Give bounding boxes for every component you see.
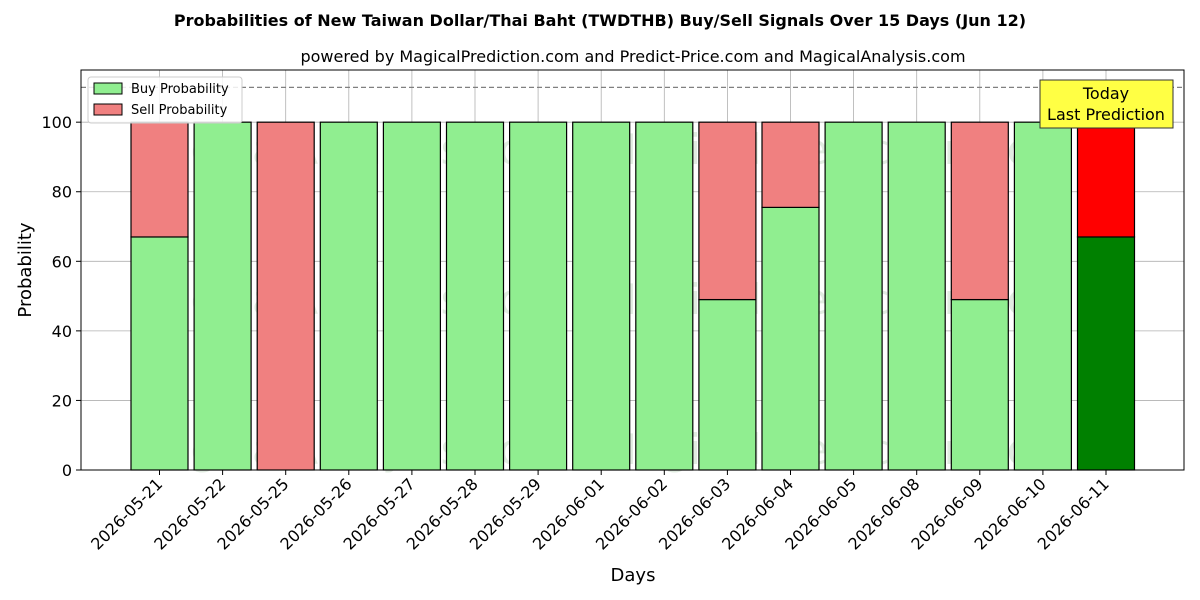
y-tick-label: 60 bbox=[52, 252, 72, 271]
legend-swatch bbox=[93, 103, 123, 116]
buy-bar bbox=[130, 236, 189, 471]
sell-bar bbox=[761, 121, 820, 208]
legend-label: Buy Probability bbox=[131, 82, 229, 97]
chart-title: Probabilities of New Taiwan Dollar/Thai … bbox=[174, 11, 1026, 30]
y-tick-label: 100 bbox=[41, 113, 72, 132]
buy-bar bbox=[1076, 236, 1136, 471]
buy-bar bbox=[1013, 121, 1073, 471]
buy-bar bbox=[193, 121, 252, 471]
sell-bar bbox=[950, 121, 1009, 301]
legend: Buy Probability Sell Probability bbox=[87, 76, 243, 124]
buy-bar bbox=[887, 121, 946, 471]
annotation-text: Last Prediction bbox=[1047, 105, 1165, 124]
y-tick-label: 0 bbox=[62, 461, 72, 480]
bars bbox=[130, 121, 1136, 471]
legend-label: Sell Probability bbox=[131, 103, 228, 118]
buy-bar bbox=[382, 121, 441, 471]
y-tick-label: 40 bbox=[52, 322, 72, 341]
chart-subtitle: powered by MagicalPrediction.com and Pre… bbox=[300, 47, 965, 66]
plot-frame bbox=[80, 69, 1185, 471]
buy-bar bbox=[761, 206, 820, 471]
y-tick-label: 20 bbox=[52, 391, 72, 410]
legend-box bbox=[87, 76, 243, 124]
buy-bar bbox=[635, 121, 694, 471]
x-axis: 2026-05-212026-05-222026-05-252026-05-26… bbox=[87, 470, 1113, 554]
buy-bar bbox=[319, 121, 378, 471]
buy-bar bbox=[445, 121, 505, 471]
today-annotation: Today Last Prediction bbox=[1039, 79, 1174, 129]
sell-bar bbox=[256, 121, 315, 471]
sell-bar bbox=[130, 121, 189, 238]
buy-bar bbox=[572, 121, 631, 471]
sell-bar bbox=[698, 121, 757, 301]
annotation-box bbox=[1039, 79, 1174, 129]
y-tick-label: 80 bbox=[52, 183, 72, 202]
buy-bar bbox=[950, 298, 1009, 471]
buy-bar bbox=[509, 121, 568, 471]
sell-bar bbox=[1076, 121, 1136, 238]
buy-bar bbox=[824, 121, 883, 471]
y-axis-label: Probability bbox=[15, 222, 36, 317]
legend-swatch bbox=[93, 82, 123, 95]
x-axis-label: Days bbox=[611, 565, 656, 586]
annotation-text: Today bbox=[1082, 84, 1129, 103]
buy-bar bbox=[698, 298, 757, 471]
y-axis: 0 20 40 60 80 100 bbox=[41, 113, 81, 480]
